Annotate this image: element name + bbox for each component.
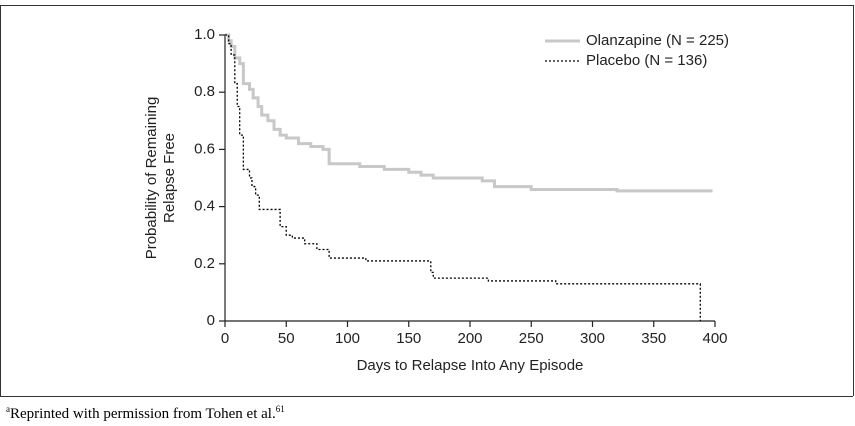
x-tick-label: 250 <box>519 330 544 347</box>
y-axis-label: Relapse Free <box>161 133 178 223</box>
x-tick-label: 300 <box>580 330 605 347</box>
y-tick-label: 0.8 <box>194 83 215 100</box>
y-tick-label: 1.0 <box>194 26 215 43</box>
y-tick-label: 0.6 <box>194 140 215 157</box>
x-tick-label: 200 <box>457 330 482 347</box>
frame <box>0 5 854 396</box>
y-tick-label: 0 <box>207 312 215 329</box>
survival-curve <box>225 34 701 321</box>
chart: Days to Relapse Into Any Episode Probabi… <box>0 5 854 396</box>
y-tick-label: 0.2 <box>194 255 215 272</box>
y-axis-label: Probability of Remaining <box>143 97 160 260</box>
footnote: aReprinted with permission from Tohen et… <box>0 396 853 422</box>
x-tick-label: 350 <box>641 330 666 347</box>
footnote-marker: a <box>6 404 10 414</box>
x-axis-label: Days to Relapse Into Any Episode <box>357 357 584 374</box>
x-tick-label: 100 <box>335 330 360 347</box>
legend-label: Placebo (N = 136) <box>586 52 707 69</box>
x-tick-label: 150 <box>396 330 421 347</box>
survival-curve <box>225 33 713 193</box>
footnote-text: Reprinted with permission from Tohen et … <box>10 406 276 422</box>
y-tick-label: 0.4 <box>194 198 215 215</box>
footnote-ref: 61 <box>275 404 285 414</box>
x-tick-label: 400 <box>702 330 727 347</box>
x-tick-label: 50 <box>278 330 295 347</box>
legend-label: Olanzapine (N = 225) <box>586 32 729 49</box>
x-tick-label: 0 <box>221 330 229 347</box>
